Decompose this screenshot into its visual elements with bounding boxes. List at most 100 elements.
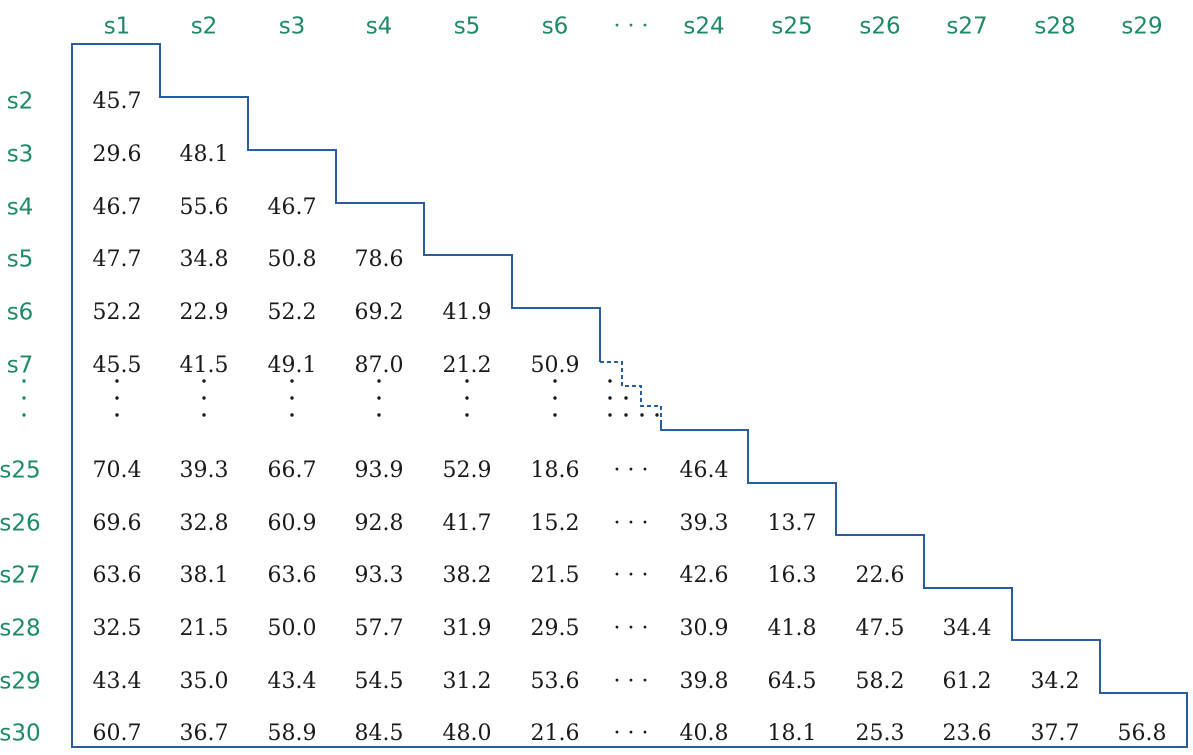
matrix-cell: 63.6 xyxy=(268,563,317,588)
matrix-cell: 42.6 xyxy=(680,563,729,588)
matrix-cell: 40.8 xyxy=(680,721,729,746)
column-header: s25 xyxy=(771,14,812,40)
vertical-ellipsis-dot xyxy=(202,413,206,417)
vertical-ellipsis-dot xyxy=(202,396,206,400)
row-headers: s2 s3 s4 s5 s6 s7 s25 s26 s27 s28 s29 s30 xyxy=(0,89,41,747)
matrix-cell: 38.2 xyxy=(443,563,492,588)
matrix-cell: 21.6 xyxy=(531,721,580,746)
matrix-cell: 60.7 xyxy=(93,721,142,746)
matrix-cell: 48.0 xyxy=(443,721,492,746)
matrix-cell: 57.7 xyxy=(355,616,404,641)
vertical-ellipsis-dot xyxy=(465,413,469,417)
row-header: s6 xyxy=(7,300,34,326)
vertical-ellipsis-dot xyxy=(553,396,557,400)
matrix-cell: 69.6 xyxy=(93,511,142,536)
row-header: s2 xyxy=(7,89,34,115)
row-header: s30 xyxy=(0,721,41,747)
diagonal-ellipsis-dot xyxy=(640,413,644,417)
matrix-cell: · · · xyxy=(614,511,649,536)
row-header: s27 xyxy=(0,563,41,589)
matrix-cell: 54.5 xyxy=(355,669,404,694)
matrix-cell: 43.4 xyxy=(93,669,142,694)
diagonal-ellipsis-dot xyxy=(624,396,628,400)
row-header: s29 xyxy=(0,669,41,695)
matrix-cell: 41.8 xyxy=(768,616,817,641)
column-header: s29 xyxy=(1121,14,1162,40)
row-ellipsis-dot xyxy=(22,379,26,383)
row-header: s28 xyxy=(0,616,41,642)
row-header: s26 xyxy=(0,511,41,537)
matrix-cell: 22.9 xyxy=(180,300,229,325)
matrix-cell: 50.0 xyxy=(268,616,317,641)
matrix-cell: 36.7 xyxy=(180,721,229,746)
matrix-cell: 47.5 xyxy=(856,616,905,641)
row-header: s7 xyxy=(7,353,34,379)
matrix-cell: 21.2 xyxy=(443,353,492,378)
matrix-cell: 52.2 xyxy=(93,300,142,325)
vertical-ellipsis-dot xyxy=(553,413,557,417)
matrix-cell: 70.4 xyxy=(93,458,142,483)
column-headers: s1 s2 s3 s4 s5 s6 · · · s24 s25 s26 s27 s28 s29 xyxy=(104,14,1163,40)
matrix-cell: 30.9 xyxy=(680,616,729,641)
diagonal-ellipsis-dot xyxy=(608,379,612,383)
matrix-cell: 39.8 xyxy=(680,669,729,694)
matrix-cell: 29.5 xyxy=(531,616,580,641)
diagonal-ellipsis-dot xyxy=(624,413,628,417)
lower-triangle-border xyxy=(71,43,1188,748)
matrix-cell: 41.9 xyxy=(443,300,492,325)
matrix-cell: · · · xyxy=(614,563,649,588)
matrix-cell: · · · xyxy=(614,669,649,694)
matrix-cell: 93.3 xyxy=(355,563,404,588)
matrix-cell: 18.6 xyxy=(531,458,580,483)
matrix-cells: 45.7 29.6 48.1 46.7 55.6 46.7 47.7 34.8 50.8 78.6… xyxy=(93,89,1167,746)
matrix-cell: 84.5 xyxy=(355,721,404,746)
vertical-ellipsis-dot xyxy=(290,379,294,383)
vertical-ellipsis-dot xyxy=(290,413,294,417)
matrix-cell: 31.9 xyxy=(443,616,492,641)
matrix-cell: 23.6 xyxy=(943,721,992,746)
vertical-ellipsis-dot xyxy=(115,413,119,417)
column-header: s3 xyxy=(279,14,306,40)
matrix-cell: · · · xyxy=(614,616,649,641)
matrix-cell: 52.9 xyxy=(443,458,492,483)
matrix-cell: 16.3 xyxy=(768,563,817,588)
matrix-cell: 22.6 xyxy=(856,563,905,588)
row-header: s4 xyxy=(7,195,34,221)
vertical-ellipsis-dot xyxy=(377,396,381,400)
matrix-cell: 46.7 xyxy=(268,195,317,220)
matrix-cell: 50.8 xyxy=(268,247,317,272)
lower-triangle-border-dashed xyxy=(600,361,662,422)
column-header: s4 xyxy=(366,14,393,40)
matrix-cell: 37.7 xyxy=(1031,721,1080,746)
vertical-ellipsis-dot xyxy=(465,379,469,383)
vertical-ellipsis-dot xyxy=(115,396,119,400)
matrix-cell: 87.0 xyxy=(355,353,404,378)
matrix-cell: 66.7 xyxy=(268,458,317,483)
ellipsis-row xyxy=(22,379,659,417)
row-ellipsis-dot xyxy=(22,396,26,400)
column-header: s1 xyxy=(104,14,131,40)
matrix-cell: 43.4 xyxy=(268,669,317,694)
row-header: s5 xyxy=(7,247,34,273)
column-header: s6 xyxy=(542,14,569,40)
matrix-cell: 63.6 xyxy=(93,563,142,588)
column-header: s2 xyxy=(191,14,218,40)
matrix-cell: 18.1 xyxy=(768,721,817,746)
column-header: s5 xyxy=(454,14,481,40)
column-header: s27 xyxy=(946,14,987,40)
matrix-cell: 58.2 xyxy=(856,669,905,694)
matrix-cell: 34.8 xyxy=(180,247,229,272)
matrix-cell: 53.6 xyxy=(531,669,580,694)
column-header: s26 xyxy=(859,14,900,40)
vertical-ellipsis-dot xyxy=(377,413,381,417)
matrix-cell: 47.7 xyxy=(93,247,142,272)
matrix-cell: 78.6 xyxy=(355,247,404,272)
matrix-cell: 25.3 xyxy=(856,721,905,746)
matrix-cell: 39.3 xyxy=(180,458,229,483)
matrix-cell: · · · xyxy=(614,721,649,746)
matrix-cell: 41.5 xyxy=(180,353,229,378)
vertical-ellipsis-dot xyxy=(202,379,206,383)
matrix-cell: 60.9 xyxy=(268,511,317,536)
matrix-cell: 45.5 xyxy=(93,353,142,378)
matrix-cell: 38.1 xyxy=(180,563,229,588)
